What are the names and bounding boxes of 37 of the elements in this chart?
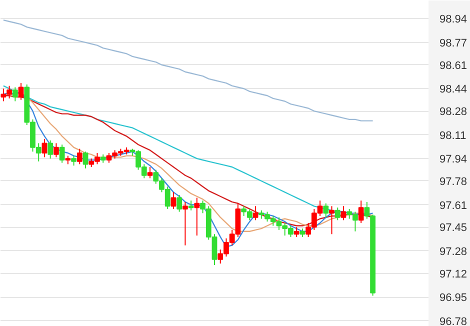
candlestick bbox=[176, 194, 182, 212]
candlestick bbox=[18, 82, 24, 100]
y-tick-label: 98.11 bbox=[440, 130, 466, 142]
candlestick bbox=[358, 200, 364, 224]
candlestick bbox=[252, 206, 258, 221]
y-tick-label: 98.94 bbox=[440, 14, 468, 26]
y-tick-label: 97.61 bbox=[440, 200, 468, 212]
candlestick bbox=[12, 86, 18, 102]
candlestick bbox=[323, 202, 329, 218]
y-tick-label: 97.78 bbox=[440, 176, 468, 188]
candlestick bbox=[76, 148, 82, 165]
y-tick-label: 96.95 bbox=[440, 292, 468, 304]
y-tick-label: 97.28 bbox=[440, 246, 468, 258]
candlestick bbox=[329, 206, 334, 235]
candlestick bbox=[294, 226, 300, 238]
candlestick bbox=[48, 140, 54, 160]
y-tick-label: 97.45 bbox=[440, 222, 468, 234]
y-tick-label: 96.78 bbox=[440, 316, 468, 326]
candlestick bbox=[82, 151, 88, 169]
y-tick-label: 97.12 bbox=[440, 268, 468, 280]
candlestick bbox=[340, 206, 346, 221]
candlestick bbox=[147, 166, 153, 179]
y-tick-label: 98.44 bbox=[440, 84, 468, 96]
candlestick bbox=[54, 142, 59, 158]
candlestick bbox=[42, 138, 48, 158]
y-tick-label: 97.94 bbox=[440, 154, 468, 166]
line-series bbox=[2, 19, 374, 122]
candlestick bbox=[71, 155, 76, 166]
candlestick bbox=[194, 197, 200, 236]
y-tick-label: 98.61 bbox=[440, 60, 468, 72]
candlestick bbox=[59, 144, 65, 164]
candlestick bbox=[170, 192, 176, 210]
candlestick bbox=[188, 200, 194, 211]
candlestick bbox=[334, 207, 340, 221]
candlestick bbox=[182, 201, 188, 246]
y-tick-label: 98.77 bbox=[440, 37, 468, 50]
y-tick-label: 98.28 bbox=[440, 106, 468, 118]
